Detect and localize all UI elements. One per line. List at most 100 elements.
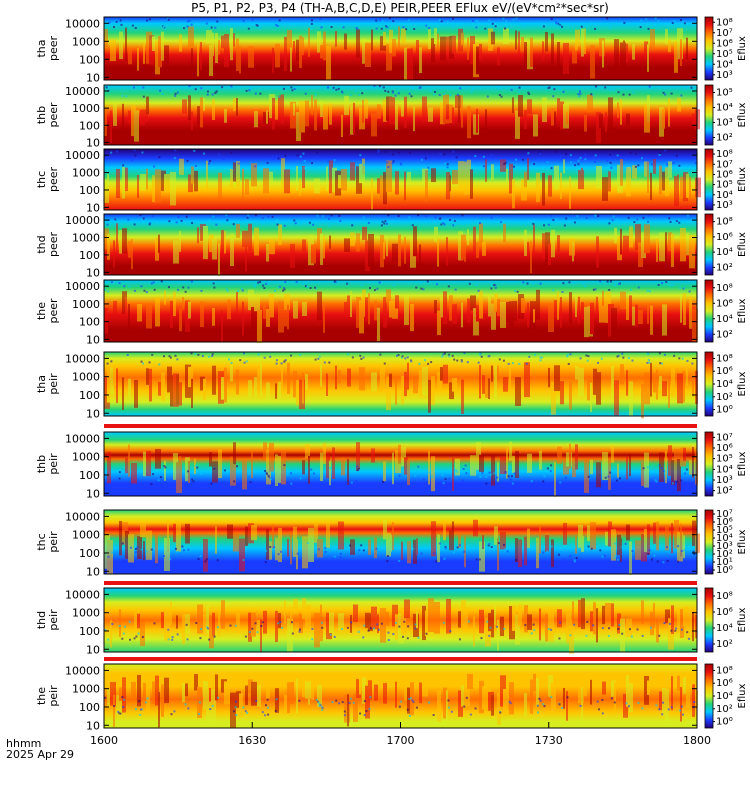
spectrogram-texture: [104, 26, 688, 80]
panel-ylabel: thcpeir: [35, 531, 60, 553]
colorbar-tick-label: 10²: [716, 392, 733, 403]
colorbar-tick-label: 10⁴: [716, 533, 733, 544]
colorbar-tick-label: 10⁸: [716, 665, 733, 676]
panel-ylabel: thdpeir: [35, 609, 60, 631]
colorbar-label: Eflux: [737, 371, 748, 396]
colorbar-gradient: [704, 663, 714, 729]
colorbar-tick-label: 10³: [716, 70, 733, 81]
ytick-label: 10000: [65, 214, 100, 227]
colorbar-tick-label: 10⁴: [716, 623, 733, 634]
ytick-label: 10: [86, 136, 100, 149]
xtick-label: 1600: [90, 734, 118, 747]
colorbar-tick-label: 10⁵: [716, 88, 733, 99]
panel-the-peir: 10 100 1000 10000 thepeir 10⁰ 10² 10⁴ 10⁶ 10⁸ Eflu…: [35, 663, 748, 732]
panel-ylabel: thapeer: [35, 36, 60, 62]
ylabel-line: peer: [47, 36, 60, 62]
colorbar-tick-label: 10²: [716, 486, 733, 497]
colorbar-tick-label: 10²: [716, 329, 733, 340]
spectrogram-texture: [104, 223, 695, 277]
colorbar-the-peir: 10⁰ 10² 10⁴ 10⁶ 10⁸ Eflux: [704, 663, 748, 729]
spectrogram-texture: [107, 441, 698, 497]
colorbar-tick-label: 10⁷: [716, 432, 733, 443]
spectrogram-noise: [104, 620, 690, 641]
colorbar-tick-label: 10⁵: [716, 49, 733, 60]
spectrogram-noise: [104, 696, 696, 718]
ytick-label: 10000: [65, 280, 100, 293]
ylabel-line: peir: [47, 685, 60, 707]
spectrogram-noise: [106, 214, 689, 227]
xtick-label: 1730: [535, 734, 563, 747]
panel-thc-peir: 10100100010000thcpeir10⁰10¹10²10³10⁴10⁵1…: [35, 509, 748, 578]
ytick-label: 1000: [72, 167, 100, 180]
colorbar-gradient: [704, 509, 714, 575]
ytick-label: 100: [79, 249, 100, 262]
separator-bar: [104, 424, 697, 428]
xtick-label: 1800: [683, 734, 711, 747]
panel-ylabel: thepeer: [35, 298, 60, 324]
ytick-label: 1000: [72, 529, 100, 542]
ytick-label: 100: [79, 547, 100, 560]
colorbar-tick-label: 10⁷: [716, 28, 733, 39]
colorbar-tick-label: 10²: [716, 133, 733, 144]
panel-frame: [103, 213, 698, 276]
panel-ylabel: thbpeer: [35, 102, 60, 128]
separator-bar: [104, 657, 697, 661]
ytick-label: 10: [86, 407, 100, 420]
spectrogram-texture: [110, 598, 697, 654]
spectrogram-noise: [106, 352, 694, 366]
ytick-label: 10000: [65, 352, 100, 365]
colorbar-tick-label: 10²: [716, 704, 733, 715]
ylabel-line: thc: [35, 533, 48, 550]
colorbar-tick-label: 10⁶: [716, 232, 733, 243]
spectrogram-the-peir: [104, 664, 697, 728]
colorbar-tick-label: 10⁴: [716, 314, 733, 325]
colorbar-tick-label: 10⁵: [716, 525, 733, 536]
ylabel-line: peir: [47, 531, 60, 553]
spectrogram-texture: [104, 519, 700, 576]
panel-frame: [103, 431, 698, 497]
colorbar-label: Eflux: [737, 451, 748, 476]
colorbar-tick-label: 10⁸: [716, 217, 733, 228]
ytick-label: 100: [79, 469, 100, 482]
panel-frame: [103, 587, 698, 653]
colorbar-the-peer: 10² 10⁴ 10⁶ 10⁸ Eflux: [704, 279, 748, 343]
ylabel-line: peer: [47, 232, 60, 258]
panel-ylabel: thbpeir: [35, 453, 60, 475]
colorbar-tick-label: 10⁶: [716, 678, 733, 689]
colorbar-tick-label: 10⁴: [716, 103, 733, 114]
ylabel-line: thb: [35, 106, 48, 124]
colorbar-tick-label: 10⁷: [716, 509, 733, 520]
ytick-label: 10000: [65, 17, 100, 30]
ytick-label: 1000: [72, 35, 100, 48]
colorbar-tick-label: 10⁶: [716, 298, 733, 309]
ylabel-line: the: [35, 687, 48, 705]
colorbar-label: Eflux: [737, 102, 748, 127]
spectrogram-thc-peir: [104, 510, 697, 574]
colorbar-gradient: [704, 587, 714, 653]
colorbar-tick-label: 10³: [716, 541, 733, 552]
ytick-label: 100: [79, 701, 100, 714]
colorbar-tick-label: 10⁰: [716, 717, 733, 728]
time-axis: 1600 1630 1700 1730 1800: [90, 722, 711, 747]
colorbar-gradient: [704, 16, 714, 81]
colorbar-tick-label: 10¹: [716, 557, 733, 568]
panel-stack: 10100100010000thapeer10³10⁴10⁵10⁶10⁷10⁸E…: [35, 16, 748, 732]
ytick-label: 100: [79, 119, 100, 132]
panel-the-peer: 10 100 1000 10000 thepeer 10² 10⁴ 10⁶ 10⁸ Eflux: [35, 279, 748, 346]
ytick-label: 100: [79, 316, 100, 329]
colorbar-tick-label: 10⁸: [716, 17, 733, 28]
panel-ylabel: thepeir: [35, 685, 60, 707]
colorbar-tick-label: 10³: [716, 475, 733, 486]
ytick-label: 100: [79, 625, 100, 638]
colorbar-thd-peir: 10² 10⁴ 10⁶ 10⁸ Eflux: [704, 587, 748, 653]
colorbar-label: Eflux: [737, 529, 748, 554]
panel-thd-peir: 10 100 1000 10000 thdpeir 10² 10⁴ 10⁶ 10⁸ Eflux: [35, 587, 748, 656]
spectrogram-noise: [105, 85, 694, 98]
panel-thb-peer: 10 100 1000 10000 thbpeer 10² 10³ 10⁴ 10⁵ Eflux: [35, 84, 748, 149]
colorbar-thb-peer: 10² 10³ 10⁴ 10⁵ Eflux: [704, 84, 748, 146]
ytick-label: 10: [86, 266, 100, 279]
colorbar-tick-label: 10⁶: [716, 443, 733, 454]
panel-frame: [103, 509, 698, 575]
